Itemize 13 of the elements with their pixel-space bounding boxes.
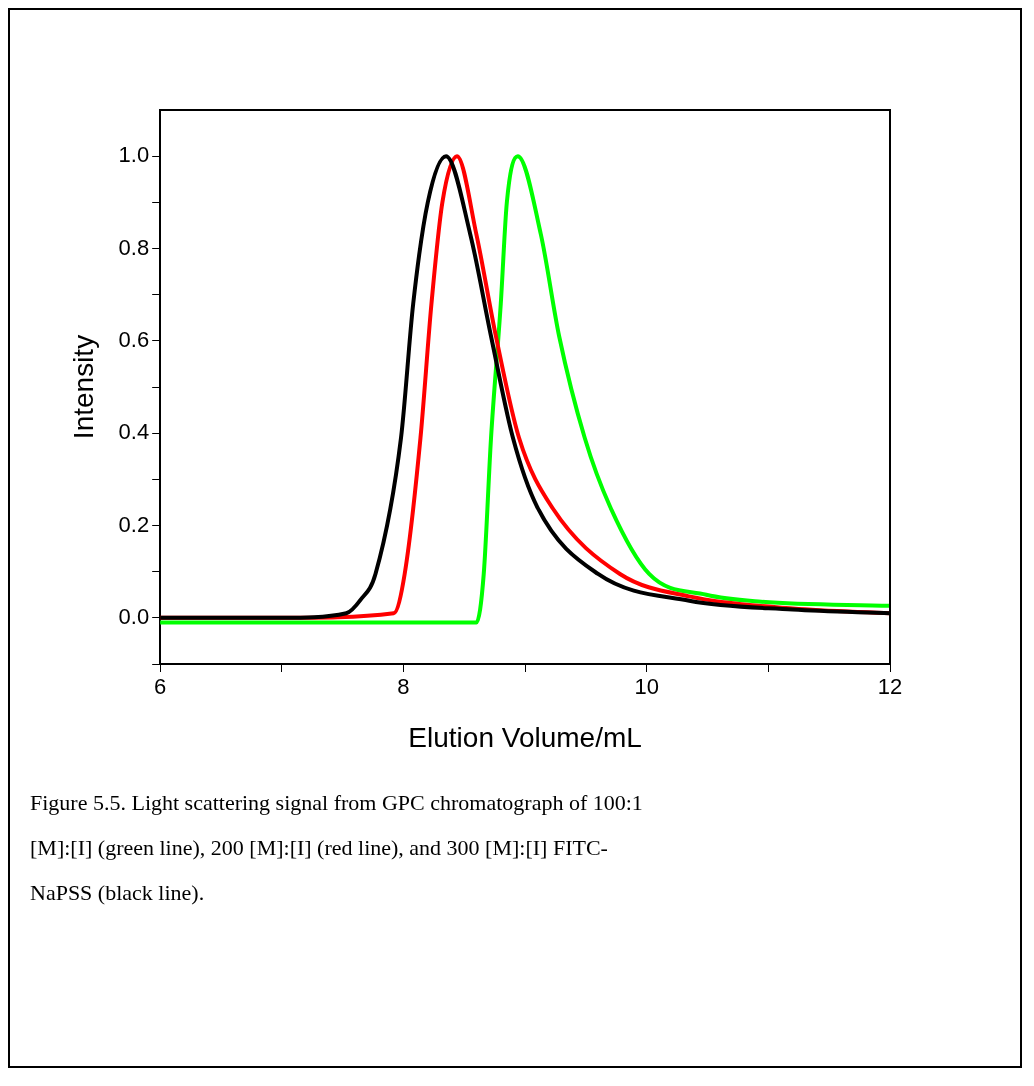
- caption: Figure 5.5. Light scattering signal from GPC chromatograph of 100:1 [M]:[I] (green line), 200 [M]:[I] (red line), and 300 [M]:[I] FITC-NaPSS (black line).: [30, 789, 644, 907]
- y-tick-label: 0.8: [118, 234, 150, 260]
- y-tick-label: 0.6: [118, 326, 150, 352]
- y-tick-label: 0.4: [118, 419, 150, 445]
- y-tick-label: 0.2: [118, 511, 150, 537]
- x-axis-title: Elution Volume/mL: [408, 721, 642, 753]
- x-tick-label: 10: [634, 674, 659, 700]
- y-axis-title: Intensity: [67, 334, 99, 440]
- x-tick-label: 8: [397, 674, 410, 700]
- x-tick-label: 12: [877, 674, 903, 700]
- x-tick-label: 6: [154, 674, 167, 700]
- text: 1.0: [118, 142, 150, 168]
- text: 0.0: [118, 603, 150, 629]
